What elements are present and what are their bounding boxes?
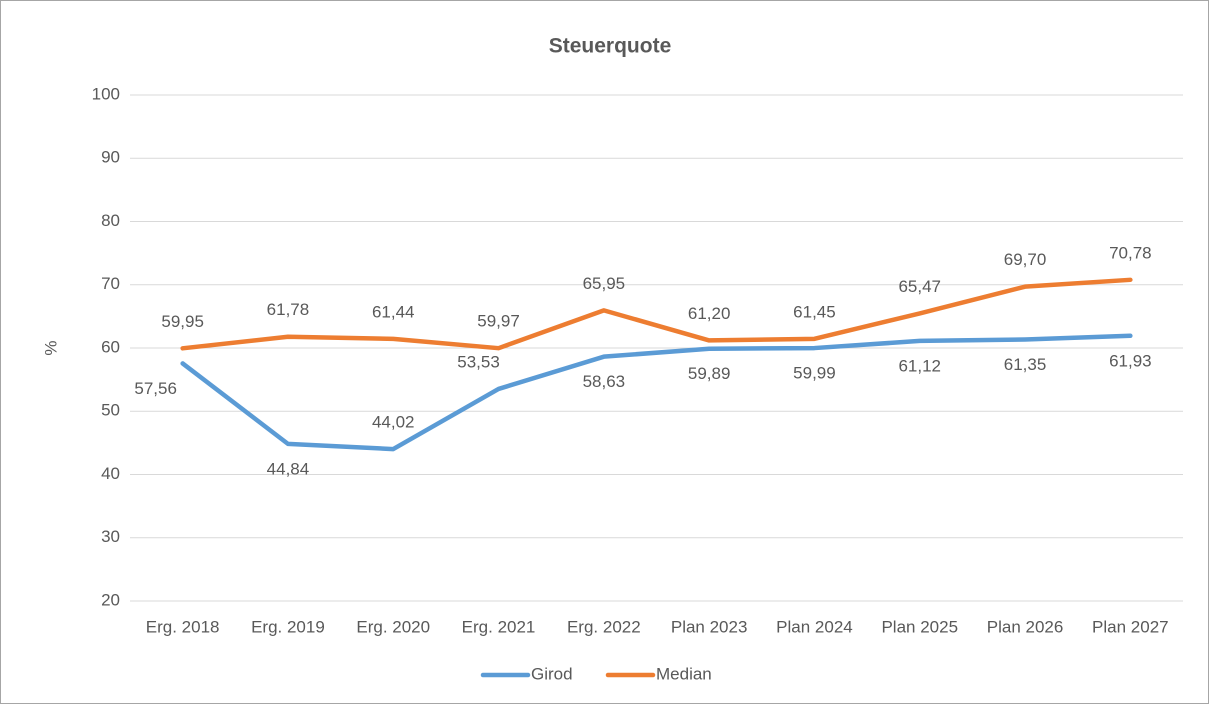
x-tick-label: Plan 2027 (1092, 617, 1169, 636)
legend-label: Median (656, 664, 712, 683)
chart-title: Steuerquote (549, 35, 672, 58)
data-label: 65,95 (583, 274, 626, 293)
series-line (180, 333, 1133, 452)
data-label: 61,78 (267, 300, 310, 319)
x-tick-label: Plan 2023 (671, 617, 748, 636)
x-tick-label: Erg. 2020 (356, 617, 430, 636)
data-label: 70,78 (1109, 243, 1152, 262)
data-label: 59,95 (161, 312, 204, 331)
data-label: 59,99 (793, 364, 836, 383)
data-label: 44,02 (372, 413, 415, 432)
data-label: 58,63 (583, 372, 626, 391)
data-label: 61,45 (793, 302, 836, 321)
data-label: 57,56 (134, 379, 177, 398)
x-tick-label: Erg. 2022 (567, 617, 641, 636)
y-tick-label: 60 (101, 337, 120, 356)
data-label: 65,47 (898, 277, 941, 296)
x-tick-label: Plan 2024 (776, 617, 853, 636)
y-tick-label: 90 (101, 148, 120, 167)
data-label: 53,53 (457, 352, 500, 371)
data-label: 61,20 (688, 304, 731, 323)
data-label: 61,35 (1004, 355, 1047, 374)
y-tick-label: 40 (101, 464, 120, 483)
x-tick-label: Erg. 2018 (146, 617, 220, 636)
data-label: 61,44 (372, 302, 415, 321)
x-tick-label: Erg. 2021 (462, 617, 536, 636)
series-line (180, 277, 1133, 351)
data-label: 69,70 (1004, 250, 1047, 269)
data-label: 61,93 (1109, 351, 1152, 370)
data-label: 59,97 (477, 312, 520, 331)
data-label: 61,12 (898, 356, 941, 375)
y-tick-label: 80 (101, 211, 120, 230)
x-tick-label: Plan 2026 (987, 617, 1064, 636)
y-tick-label: 50 (101, 401, 120, 420)
legend-label: Girod (531, 664, 573, 683)
x-tick-label: Plan 2025 (881, 617, 958, 636)
x-tick-label: Erg. 2019 (251, 617, 325, 636)
y-axis-label: % (41, 340, 60, 355)
y-tick-label: 30 (101, 527, 120, 546)
data-label: 59,89 (688, 364, 731, 383)
y-tick-label: 20 (101, 590, 120, 609)
data-label: 44,84 (267, 459, 310, 478)
y-tick-label: 70 (101, 274, 120, 293)
y-tick-label: 100 (92, 84, 120, 103)
